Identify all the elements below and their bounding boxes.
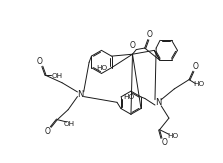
Text: HO: HO (96, 65, 107, 71)
Text: O: O (37, 57, 42, 66)
Text: OH: OH (64, 120, 75, 126)
Text: HO: HO (167, 133, 178, 139)
Text: N: N (155, 98, 161, 107)
Text: O: O (147, 30, 152, 39)
Text: OH: OH (51, 73, 62, 79)
Text: HO: HO (194, 81, 205, 87)
Text: O: O (192, 62, 198, 71)
Text: O: O (130, 41, 135, 50)
Text: N: N (77, 90, 84, 99)
Text: HO: HO (123, 94, 134, 100)
Text: O: O (45, 127, 51, 136)
Text: O: O (161, 138, 167, 147)
